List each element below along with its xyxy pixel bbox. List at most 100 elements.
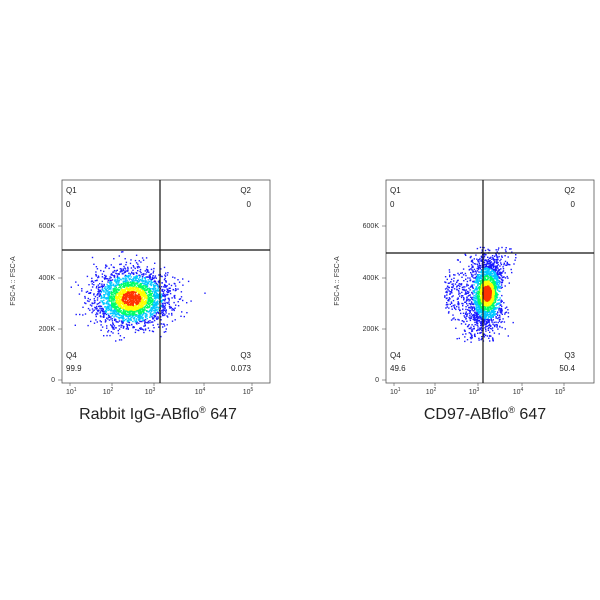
event-point [480, 313, 483, 316]
event-point [471, 266, 473, 269]
event-point [129, 301, 132, 303]
event-point [157, 311, 159, 314]
event-point [118, 320, 121, 322]
event-point [498, 309, 500, 311]
event-point [500, 312, 502, 314]
panel-1-ytick-400k: 400K [39, 275, 56, 282]
event-point [486, 325, 488, 327]
event-point [457, 279, 459, 281]
event-point [131, 306, 133, 308]
event-point [495, 249, 497, 251]
event-point [495, 282, 497, 284]
event-point [476, 308, 478, 311]
event-point [151, 299, 153, 301]
event-point [126, 308, 128, 310]
event-point [461, 295, 463, 297]
event-point [152, 318, 155, 320]
event-point [130, 291, 133, 293]
event-point [501, 286, 503, 289]
event-point [107, 329, 110, 332]
event-point [166, 274, 169, 276]
event-point [115, 292, 117, 294]
panel-1-xtick-5: 105 [243, 387, 254, 396]
event-point [130, 305, 133, 307]
event-point [114, 307, 116, 310]
event-point [133, 290, 135, 292]
event-point [106, 317, 108, 319]
event-point [148, 288, 150, 290]
event-point [488, 321, 490, 324]
event-point [87, 297, 89, 300]
event-point [469, 279, 472, 282]
event-point [488, 306, 491, 308]
event-point [499, 304, 501, 306]
event-point [114, 289, 116, 292]
event-point [458, 274, 460, 276]
event-point [469, 310, 471, 312]
event-point [496, 292, 498, 294]
event-point [99, 293, 102, 295]
event-point [144, 324, 146, 326]
event-point [497, 303, 499, 305]
event-point [103, 277, 105, 279]
event-point [463, 298, 465, 300]
event-point [497, 299, 499, 301]
event-point [93, 302, 95, 305]
event-point [473, 292, 476, 294]
event-point [447, 285, 449, 288]
event-point [179, 298, 182, 300]
event-point [106, 291, 108, 293]
event-point [156, 283, 159, 286]
event-point [164, 275, 167, 277]
event-point [488, 260, 490, 262]
event-point [111, 279, 114, 281]
event-point [141, 288, 143, 290]
event-point [121, 324, 123, 327]
event-point [466, 299, 468, 301]
event-point [124, 283, 126, 285]
event-point [120, 301, 122, 303]
event-point [137, 316, 140, 318]
event-point [113, 295, 115, 297]
event-point [473, 315, 476, 317]
event-point [492, 268, 494, 270]
event-point [95, 312, 98, 314]
event-point [472, 287, 474, 289]
event-point [95, 271, 97, 273]
event-point [489, 300, 492, 303]
event-point [498, 299, 500, 301]
event-point [494, 269, 496, 272]
event-point [142, 293, 145, 295]
event-point [114, 311, 116, 313]
event-point [108, 308, 111, 310]
event-point [116, 311, 118, 313]
event-point [127, 283, 129, 285]
event-point [175, 288, 177, 290]
event-point [464, 313, 467, 315]
event-point [113, 326, 115, 329]
event-point [157, 303, 159, 305]
event-point [493, 324, 495, 326]
event-point [138, 294, 140, 296]
event-point [125, 270, 127, 272]
event-point [502, 268, 505, 270]
event-point [144, 329, 147, 331]
event-point [111, 296, 113, 298]
event-point [494, 301, 496, 304]
event-point [444, 295, 446, 297]
event-point [136, 288, 138, 291]
event-point [156, 310, 159, 312]
event-point [153, 267, 155, 270]
event-point [483, 258, 485, 260]
event-point [127, 266, 129, 269]
event-point [481, 323, 483, 325]
event-point [115, 290, 118, 292]
event-point [485, 260, 488, 262]
event-point [148, 301, 150, 303]
event-point [161, 290, 163, 292]
event-point [99, 286, 101, 288]
event-point [146, 301, 148, 303]
event-point [102, 297, 104, 299]
event-point [110, 324, 112, 326]
event-point [477, 277, 479, 280]
